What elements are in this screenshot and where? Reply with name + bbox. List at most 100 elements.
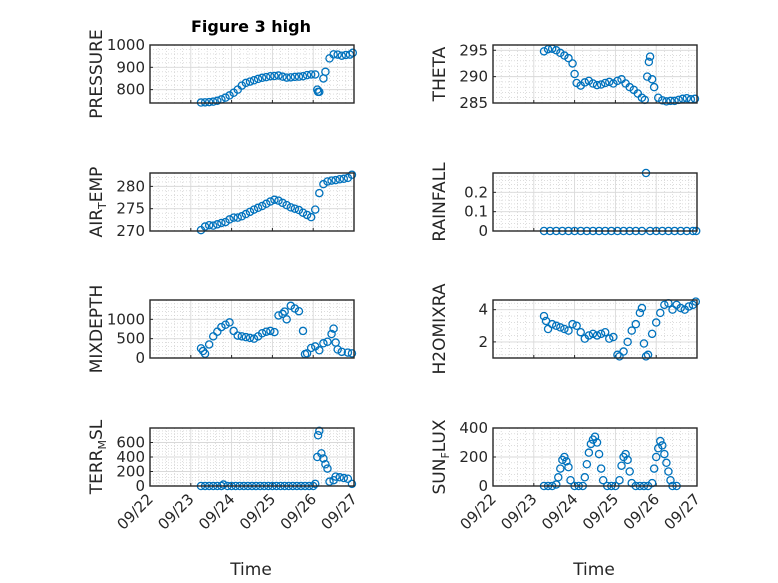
data-point xyxy=(676,303,685,313)
data-point xyxy=(619,347,628,356)
y-tick-label: 1000 xyxy=(107,310,145,328)
y-tick-label: 500 xyxy=(116,330,145,348)
data-point xyxy=(647,75,657,84)
data-point xyxy=(656,436,665,446)
data-point xyxy=(615,475,624,485)
data-point xyxy=(682,94,692,103)
data-point xyxy=(310,479,320,489)
data-point xyxy=(605,77,614,87)
y-axis-label: MIXDEPTH xyxy=(87,285,107,374)
data-point xyxy=(647,329,657,339)
data-point xyxy=(539,47,549,56)
data-point xyxy=(266,71,275,81)
data-point xyxy=(262,72,271,82)
axes-box xyxy=(492,172,698,232)
y-axis-label: THETA xyxy=(430,46,450,102)
x-axis-label-left: Time xyxy=(229,560,272,580)
y-axis-label-subscript: M xyxy=(96,440,109,450)
data-point xyxy=(229,213,238,222)
data-point xyxy=(298,71,308,81)
data-point xyxy=(343,474,353,483)
data-point xyxy=(596,80,606,89)
x-axis-label-right: Time xyxy=(572,560,615,580)
data-point xyxy=(290,72,300,82)
y-axis-label: TERRMSL xyxy=(87,419,109,495)
data-point xyxy=(274,71,283,80)
data-point xyxy=(278,72,287,81)
y-tick-label: 2 xyxy=(478,333,488,351)
data-point xyxy=(315,87,324,97)
data-point xyxy=(570,69,579,79)
data-point xyxy=(270,71,279,81)
y-axis-label-main: SUN xyxy=(430,459,450,495)
y-axis-label: RAINFALL xyxy=(430,162,450,242)
data-point xyxy=(270,195,279,205)
y-tick-label: 0 xyxy=(478,477,488,495)
data-point xyxy=(635,308,645,318)
data-point xyxy=(204,220,214,230)
data-point xyxy=(642,72,652,81)
data-point xyxy=(298,326,308,336)
data-point xyxy=(584,448,594,457)
axes-box xyxy=(492,299,698,359)
data-point xyxy=(584,331,594,340)
data-point xyxy=(560,452,569,462)
data-point xyxy=(249,205,259,214)
data-point xyxy=(641,352,651,361)
data-point xyxy=(691,297,701,306)
data-point xyxy=(339,473,349,483)
y-tick-label: 0.1 xyxy=(464,203,488,221)
data-point xyxy=(217,218,226,228)
data-point xyxy=(219,480,228,489)
data-point xyxy=(298,208,308,217)
data-point xyxy=(600,327,610,337)
data-point xyxy=(596,329,606,339)
data-point xyxy=(343,348,353,357)
data-point xyxy=(290,204,300,213)
data-point xyxy=(286,73,296,82)
data-point xyxy=(241,78,251,88)
data-point xyxy=(556,464,565,473)
y-axis-label-subscript: T xyxy=(96,202,109,210)
data-point xyxy=(623,455,632,465)
data-point xyxy=(321,459,330,469)
y-tick-label: 200 xyxy=(116,463,145,481)
data-point xyxy=(294,72,304,81)
data-point xyxy=(253,74,263,84)
subplot-3: 270 275 280 AIRTEMP xyxy=(87,167,357,240)
data-point xyxy=(208,97,218,106)
data-point xyxy=(310,205,320,214)
data-point xyxy=(572,321,581,331)
data-point xyxy=(337,347,347,357)
data-point xyxy=(656,308,665,318)
data-point xyxy=(666,96,675,106)
data-point xyxy=(257,201,267,211)
data-point xyxy=(323,464,332,473)
data-point xyxy=(245,77,255,86)
y-tick-label: 295 xyxy=(459,41,488,59)
data-point xyxy=(237,212,247,221)
data-point xyxy=(623,337,632,347)
data-point xyxy=(339,174,349,184)
data-point xyxy=(241,332,251,342)
y-tick-label: 0.2 xyxy=(464,183,488,201)
subplot-6: 2 4 H2OMIXRA xyxy=(430,283,701,375)
data-point xyxy=(319,339,328,348)
y-tick-label: 0 xyxy=(135,349,145,367)
data-point xyxy=(245,207,255,217)
data-point xyxy=(337,51,347,60)
data-point xyxy=(262,199,271,209)
data-point xyxy=(221,93,230,102)
data-point xyxy=(664,467,673,476)
data-point xyxy=(666,475,675,485)
data-point xyxy=(310,70,320,79)
data-point xyxy=(596,464,606,473)
data-point xyxy=(590,432,600,441)
y-tick-label: 4 xyxy=(478,301,488,319)
data-point xyxy=(613,76,622,86)
data-point xyxy=(204,97,214,107)
data-point xyxy=(294,306,304,316)
data-point xyxy=(208,221,218,230)
data-point xyxy=(644,57,654,67)
